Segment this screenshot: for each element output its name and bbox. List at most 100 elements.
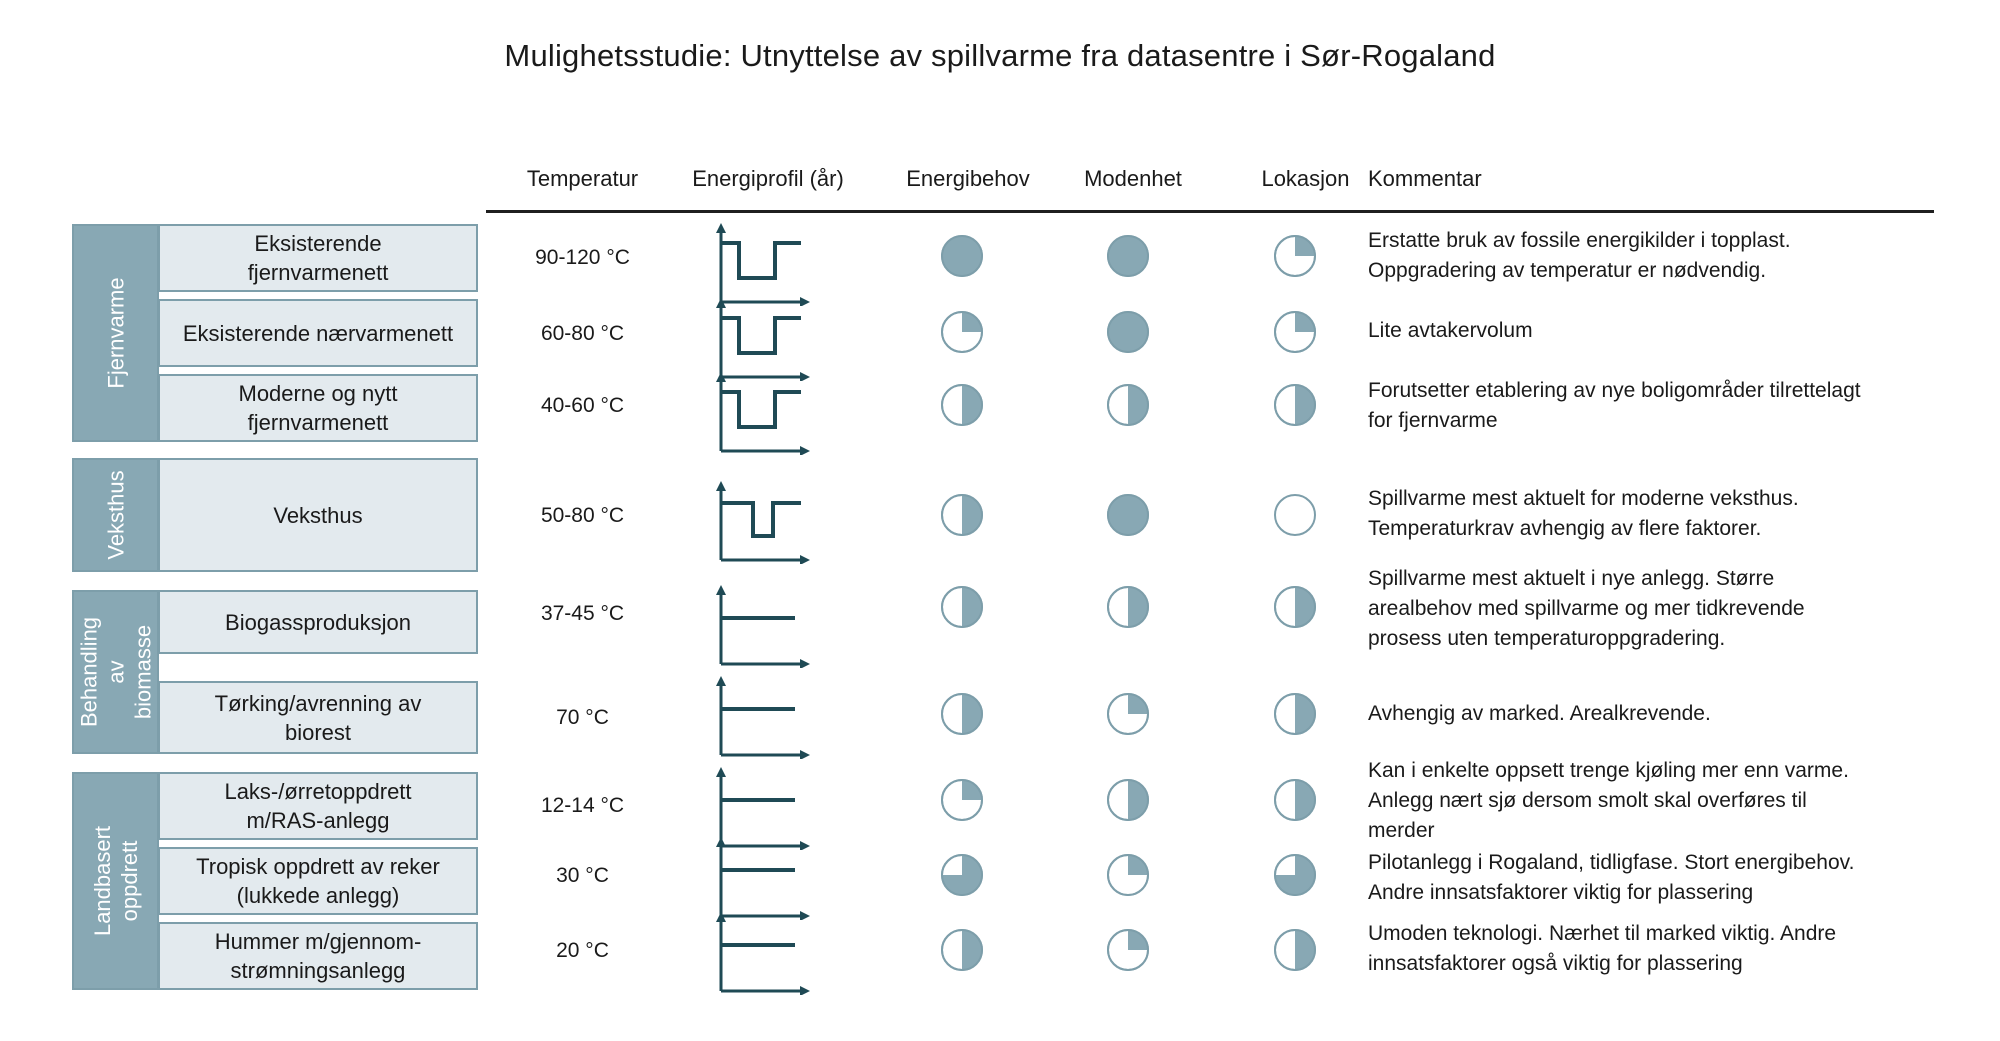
- profile-x-arrow: [800, 841, 810, 850]
- energy-profile-chart: [716, 912, 810, 995]
- energy-profile-chart: [716, 585, 810, 668]
- profile-x-arrow: [800, 750, 810, 759]
- indicator-outline: [941, 929, 983, 971]
- temperature-value: 90-120 °C: [535, 246, 630, 269]
- comment-text: Lite avtakervolum: [1368, 319, 1533, 342]
- maturity-indicator: [1107, 311, 1149, 353]
- indicator-outline: [941, 586, 983, 628]
- profile-x-arrow: [800, 446, 810, 455]
- indicator-outline: [941, 779, 983, 821]
- indicator-fill: [962, 587, 982, 627]
- temperature-value: 20 °C: [556, 939, 609, 962]
- indicator-fill: [962, 694, 982, 734]
- energy-profile-chart: [716, 837, 810, 920]
- profile-y-arrow: [716, 585, 726, 595]
- energy-demand-indicator: [941, 311, 983, 353]
- indicator-outline: [1107, 586, 1149, 628]
- category-box: Veksthus: [158, 458, 478, 572]
- energy-profile-chart: [716, 223, 810, 306]
- temperature-value: 50-80 °C: [540, 504, 625, 527]
- profile-y-arrow: [716, 223, 726, 233]
- energy-demand-indicator: [941, 235, 983, 277]
- maturity-indicator: [1107, 384, 1149, 426]
- comment-text: Kan i enkelte oppsett trenge kjøling mer…: [1368, 759, 1849, 842]
- indicator-ring: [1274, 494, 1316, 536]
- indicator-fill: [962, 385, 982, 425]
- indicator-outline: [1107, 779, 1149, 821]
- location-indicator: [1274, 693, 1316, 735]
- energy-demand-indicator: [941, 693, 983, 735]
- temperature-value: 40-60 °C: [540, 394, 625, 417]
- location-indicator: [1274, 779, 1316, 821]
- profile-y-arrow: [716, 676, 726, 686]
- indicator-outline: [1274, 311, 1316, 353]
- maturity-indicator: [1107, 693, 1149, 735]
- indicator-fill: [1128, 587, 1148, 627]
- indicator-outline: [941, 854, 983, 896]
- profile-x-arrow: [800, 911, 810, 920]
- temperature-value: 37-45 °C: [540, 602, 625, 625]
- energy-demand-indicator: [941, 586, 983, 628]
- indicator-outline: [1274, 384, 1316, 426]
- maturity-indicator: [1107, 854, 1149, 896]
- indicator-outline: [1274, 779, 1316, 821]
- energy-demand-indicator: [941, 929, 983, 971]
- group-veksthus: Veksthus: [72, 458, 159, 572]
- maturity-indicator: [1107, 929, 1149, 971]
- temperature-value: 60-80 °C: [540, 322, 625, 345]
- maturity-indicator: [1107, 779, 1149, 821]
- energy-profile-chart: [716, 676, 810, 759]
- category-box: Laks-/ørretoppdrett m/RAS-anlegg: [158, 772, 478, 840]
- category-box: Tørking/avrenning av biorest: [158, 681, 478, 754]
- profile-x-arrow: [800, 986, 810, 995]
- indicator-fill: [1128, 780, 1148, 820]
- temperature-value: 70 °C: [556, 706, 609, 729]
- profile-x-arrow: [800, 659, 810, 668]
- indicator-fill: [1295, 587, 1315, 627]
- indicator-fill: [1128, 385, 1148, 425]
- temperature-value: 12-14 °C: [540, 794, 625, 817]
- profile-y-arrow: [716, 298, 726, 308]
- indicator-fill: [1295, 930, 1315, 970]
- comment-text: Pilotanlegg i Rogaland, tidligfase. Stor…: [1368, 851, 1855, 904]
- energy-profile-chart: [716, 767, 810, 850]
- comment-text: Spillvarme mest aktuelt for moderne veks…: [1368, 487, 1799, 540]
- location-indicator: [1274, 235, 1316, 277]
- header-energy-demand: Energibehov: [906, 166, 1030, 191]
- profile-x-arrow: [800, 297, 810, 306]
- indicator-outline: [941, 311, 983, 353]
- page-title: Mulighetsstudie: Utnyttelse av spillvarm…: [504, 38, 1496, 73]
- energy-demand-indicator: [941, 854, 983, 896]
- indicator-outline: [1274, 586, 1316, 628]
- location-indicator: [1274, 494, 1316, 536]
- category-box: Moderne og nytt fjernvarmenett: [158, 374, 478, 442]
- group-oppdrett: Landbasert oppdrett: [72, 772, 159, 990]
- indicator-fill: [1128, 694, 1148, 714]
- indicator-fill: [1295, 780, 1315, 820]
- profile-y-arrow: [716, 372, 726, 382]
- indicator-fill: [962, 780, 982, 800]
- energy-demand-indicator: [941, 494, 983, 536]
- energy-profile-chart: [716, 372, 810, 455]
- location-indicator: [1274, 384, 1316, 426]
- profile-y-arrow: [716, 481, 726, 491]
- indicator-fill: [1275, 855, 1315, 895]
- header-comment: Kommentar: [1368, 166, 1482, 191]
- group-label-text: Veksthus: [103, 470, 128, 560]
- indicator-outline: [1107, 929, 1149, 971]
- indicator-fill: [941, 235, 983, 277]
- header-energy-profile: Energiprofil (år): [692, 166, 844, 191]
- temperature-value: 30 °C: [556, 864, 609, 887]
- category-box: Eksisterende fjernvarmenett: [158, 224, 478, 292]
- maturity-indicator: [1107, 494, 1149, 536]
- indicator-fill: [962, 930, 982, 970]
- maturity-indicator: [1107, 586, 1149, 628]
- indicator-fill: [962, 312, 982, 332]
- group-label-text: Landbasert oppdrett: [89, 825, 142, 937]
- comment-text: Umoden teknologi. Nærhet til marked vikt…: [1368, 922, 1837, 975]
- profile-x-arrow: [800, 555, 810, 564]
- comment-text: Erstatte bruk av fossile energikilder i …: [1368, 229, 1791, 282]
- category-box: Hummer m/gjennom- strømningsanlegg: [158, 922, 478, 990]
- group-fjernvarme: Fjernvarme: [72, 224, 159, 442]
- header-maturity: Modenhet: [1084, 166, 1182, 191]
